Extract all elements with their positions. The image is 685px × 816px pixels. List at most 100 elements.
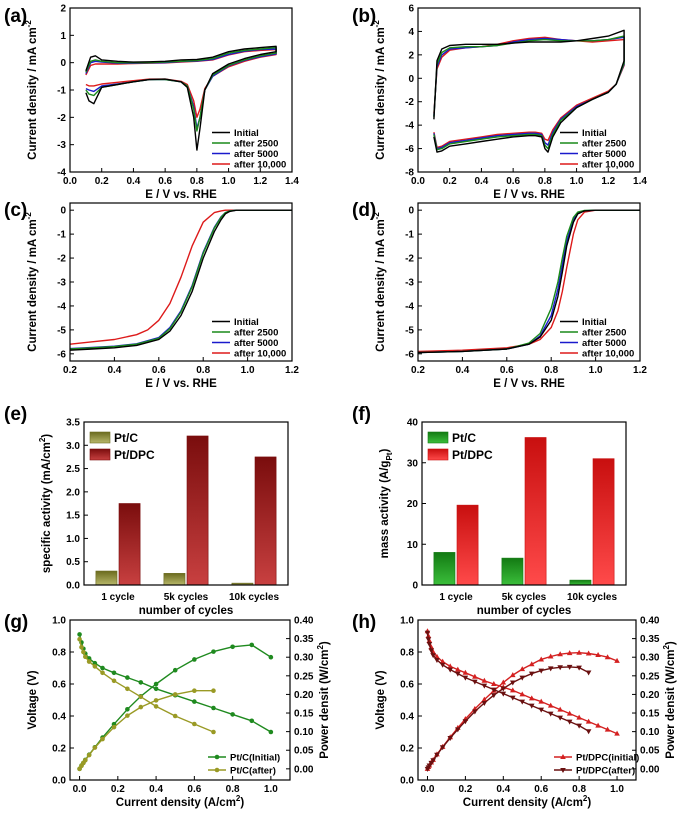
data-point-g xyxy=(172,713,178,719)
y-axis-title-h: Voltage (V) xyxy=(375,670,387,729)
x-tick-label-c: 0.6 xyxy=(152,365,166,376)
data-point-g xyxy=(192,657,197,662)
data-point-g xyxy=(77,632,82,637)
legend-label-g: Pt/C(Initial) xyxy=(230,753,280,764)
data-point-g xyxy=(125,707,130,712)
y-tick-label-h: 1.0 xyxy=(400,616,414,627)
x-tick-label-d: 1.2 xyxy=(633,365,647,376)
data-point-g xyxy=(172,692,178,697)
x-tick-label-b: 1.4 xyxy=(633,176,647,187)
y-tick-label-a: -2 xyxy=(57,113,66,124)
x-tick-label-a: 0.0 xyxy=(63,176,77,187)
legend-label-d: after 5000 xyxy=(582,338,626,349)
x-tick-label-a: 0.8 xyxy=(190,176,204,187)
legend-label-h: Pt/DPC(initial) xyxy=(576,753,639,764)
data-point-h xyxy=(528,671,535,677)
y-axis-title-b: Current density / mA cm-2 xyxy=(372,20,387,160)
y-tick-label-g: 0.6 xyxy=(52,680,66,691)
x-tick-label-f: 5k cycles xyxy=(502,592,547,603)
x-tick-label-g: 0.8 xyxy=(226,784,240,795)
data-point-h xyxy=(491,687,497,693)
data-point-h xyxy=(509,680,516,686)
legend-label-d: after 2500 xyxy=(582,328,626,339)
data-point-h xyxy=(585,718,592,724)
legend-marker-h xyxy=(560,768,566,773)
data-point-g xyxy=(111,724,117,730)
y2-axis-title-h: Power densit (W/cm2) xyxy=(662,641,677,759)
data-point-g xyxy=(230,712,235,717)
data-point-g xyxy=(192,688,197,693)
y2-tick-label-g: 0.10 xyxy=(294,727,314,738)
x-tick-label-h: 1.0 xyxy=(610,784,624,795)
y-axis-title-g: Voltage (V) xyxy=(27,670,39,729)
x-tick-label-e: 10k cycles xyxy=(229,592,279,603)
series-line-a-initial xyxy=(85,45,277,151)
data-point-h xyxy=(426,642,433,647)
data-point-h xyxy=(455,727,461,733)
x-tick-label-e: 1 cycle xyxy=(101,592,135,603)
legend-label-d: after 10,000 xyxy=(582,349,634,360)
y2-tick-label-g: 0.35 xyxy=(294,634,314,645)
panel-label-b: (b) xyxy=(352,6,376,27)
plot-frame-e xyxy=(83,421,289,586)
x-tick-label-a: 0.4 xyxy=(126,176,140,187)
legend-label-e: Pt/DPC xyxy=(114,448,155,462)
plot-frame-d xyxy=(417,202,641,362)
legend-label-c: after 5000 xyxy=(234,338,278,349)
data-point-h xyxy=(491,681,497,686)
y-tick-label-a: -3 xyxy=(57,140,66,151)
x-tick-label-f: 1 cycle xyxy=(439,592,473,603)
data-point-g xyxy=(100,670,105,676)
legend-label-f: Pt/DPC xyxy=(452,448,493,462)
y-axis-title-e: specific activity (mA/cm2) xyxy=(38,434,53,573)
data-point-g xyxy=(111,670,117,676)
x-tick-label-b: 1.0 xyxy=(570,176,584,187)
y-tick-label-h: 0.4 xyxy=(400,712,414,723)
data-point-g xyxy=(92,664,98,669)
bar-e-pt-dpc-1 xyxy=(186,435,209,586)
data-point-h xyxy=(434,752,440,758)
legend-label-a: after 5000 xyxy=(234,149,278,160)
legend-swatch-f xyxy=(427,431,449,444)
legend-label-h: Pt/DPC(after) xyxy=(576,766,635,777)
y2-tick-label-g: 0.20 xyxy=(294,690,314,701)
y-tick-label-g: 0.2 xyxy=(52,744,66,755)
series-line-g-pt-c-after- xyxy=(78,639,214,733)
series-line-h-pt-dpc-initial- xyxy=(426,631,618,735)
x-tick-label-e: 5k cycles xyxy=(164,592,209,603)
plot-frame-c xyxy=(69,202,293,362)
x-tick-label-a: 1.4 xyxy=(285,176,299,187)
x-tick-label-a: 1.0 xyxy=(222,176,236,187)
x-tick-label-a: 0.2 xyxy=(95,176,109,187)
x-tick-label-c: 1.2 xyxy=(285,365,299,376)
data-point-h xyxy=(576,649,582,655)
y-tick-label-f: 0 xyxy=(412,581,418,592)
x-tick-label-b: 1.2 xyxy=(601,176,615,187)
data-point-g xyxy=(77,636,82,642)
data-point-h xyxy=(447,735,454,741)
data-point-h xyxy=(447,663,454,669)
y2-tick-label-g: 0.05 xyxy=(294,746,314,757)
y-tick-label-c: -5 xyxy=(57,325,66,336)
data-point-h xyxy=(557,715,563,721)
data-point-h xyxy=(528,661,535,667)
data-point-h xyxy=(481,677,488,683)
legend-label-a: after 2500 xyxy=(234,139,278,150)
data-point-g xyxy=(153,698,159,703)
x-tick-label-h: 0.6 xyxy=(534,784,548,795)
data-point-g xyxy=(83,654,88,660)
bar-f-pt-dpc-0 xyxy=(456,504,479,586)
data-point-h xyxy=(472,673,478,679)
data-point-h xyxy=(576,723,582,729)
data-point-h xyxy=(566,664,573,670)
data-point-h xyxy=(424,630,431,636)
data-point-h xyxy=(595,722,601,728)
legend-label-c: after 2500 xyxy=(234,328,278,339)
y2-tick-label-h: 0.25 xyxy=(640,671,660,682)
series-line-h-pt-dpc-after- xyxy=(426,666,589,770)
series-line-c-initial xyxy=(69,209,292,351)
y-tick-label-d: -3 xyxy=(405,278,414,289)
data-point-h xyxy=(604,726,611,732)
y-tick-label-e: 1.0 xyxy=(66,534,80,545)
